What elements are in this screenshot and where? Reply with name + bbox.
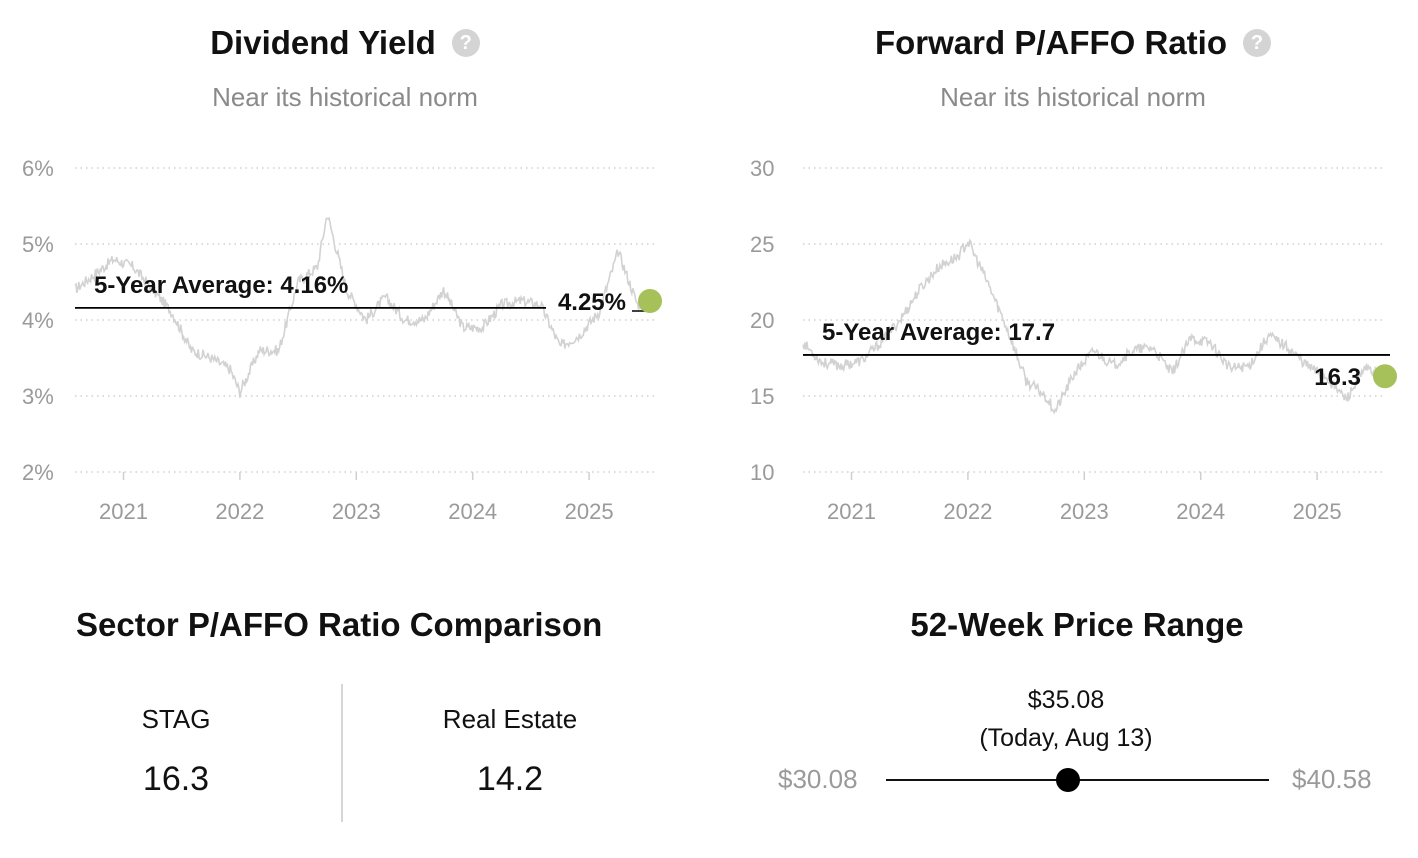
x-tick-label: 2024 [448,499,497,524]
y-tick-label: 10 [750,460,774,485]
dividend-yield-title-row: Dividend Yield? [0,24,690,62]
x-tick-label: 2023 [332,499,381,524]
average-label: 5-Year Average: 17.7 [822,319,1055,346]
x-tick-label: 2024 [1176,499,1225,524]
y-tick-label: 15 [750,384,774,409]
current-date: (Today, Aug 13) [979,724,1153,752]
y-tick-label: 30 [750,156,774,181]
series-line [74,216,658,398]
y-tick-label: 20 [750,308,774,333]
current-value-label: 4.25% [558,289,626,316]
range-current-marker [1056,768,1081,792]
x-tick-label: 2023 [1060,499,1109,524]
x-tick-label: 2022 [215,499,264,524]
series-line [802,238,1386,415]
forward-pafo-chart: 30 25 20 15 10 2021 2022 2023 2024 2025 5-Year Ave… [750,156,1397,524]
chart-title: Dividend Yield [210,24,436,61]
current-value-marker [638,289,662,313]
current-value-label: 16.3 [1314,364,1361,391]
current-value-marker [1373,364,1397,389]
chart-subtitle: Near its historical norm [212,82,478,112]
average-label: 5-Year Average: 4.16% [94,272,348,299]
price-range-title: 52-Week Price Range [910,606,1244,643]
current-price: $35.08 [1027,686,1105,714]
x-tick-label: 2021 [99,499,148,524]
sector-right-value: 14.2 [476,760,544,798]
forward-pafo-panel: Forward P/AFFO Ratio? Near its historica… [728,0,1418,540]
sector-right-label: Real Estate [442,704,578,734]
range-high: $40.58 [1292,764,1372,794]
chart-subtitle: Near its historical norm [940,82,1206,112]
x-tick-label: 2022 [943,499,992,524]
y-tick-label: 2% [22,460,54,485]
x-tick-label: 2025 [565,499,614,524]
y-tick-label: 4% [22,308,54,333]
dividend-yield-panel: Dividend Yield? Near its historical norm… [0,0,690,540]
sector-divider [341,684,343,822]
x-tick-label: 2025 [1293,499,1342,524]
y-tick-label: 5% [22,232,54,257]
sector-left-label: STAG [141,704,211,734]
y-tick-label: 3% [22,384,54,409]
range-low: $30.08 [778,764,858,794]
x-tick-label: 2021 [827,499,876,524]
sector-left-value: 16.3 [142,760,210,798]
y-tick-label: 6% [22,156,54,181]
sector-comparison-title: Sector P/AFFO Ratio Comparison [76,606,603,643]
question-circle-icon[interactable]: ? [1243,29,1271,57]
dividend-yield-chart: 6% 5% 4% 3% 2% 2021 2022 2023 2024 2025 5-Year Ave… [22,156,662,524]
forward-pafo-title-row: Forward P/AFFO Ratio? [728,24,1418,62]
y-tick-label: 25 [750,232,774,257]
chart-title: Forward P/AFFO Ratio [874,24,1227,61]
question-circle-icon[interactable]: ? [451,29,480,57]
